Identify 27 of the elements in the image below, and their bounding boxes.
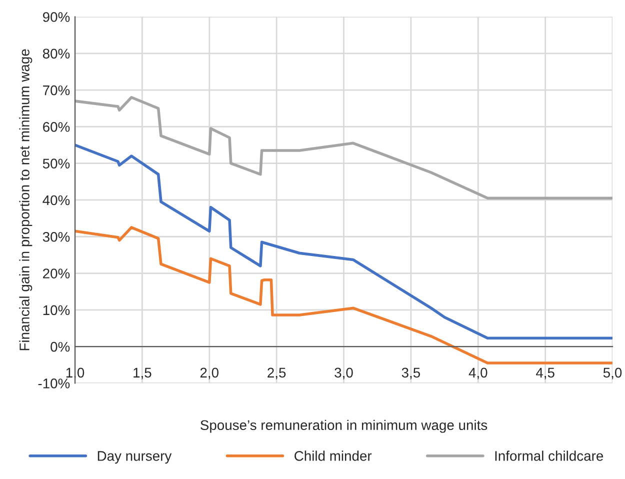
x-tick-label: 3,0 xyxy=(334,368,353,380)
legend-label: Child minder xyxy=(294,450,372,461)
legend-label: Day nursery xyxy=(98,451,172,464)
line-series xyxy=(75,226,612,364)
x-tick-label: 5,0 xyxy=(603,368,622,380)
y-tick-label: 0% xyxy=(50,342,70,352)
y-tick-label: 70% xyxy=(43,85,70,96)
y-tick-label: 10% xyxy=(43,305,70,316)
y-tick-label: 20% xyxy=(43,268,70,278)
y-tick-label: 50% xyxy=(42,158,70,169)
y-axis-title: Financial gain in proportion to net minimum wage xyxy=(19,49,32,350)
y-tick-label: 30% xyxy=(42,232,70,242)
x-tick-label: 4,5 xyxy=(536,368,554,380)
legend-label: Informal childcare xyxy=(495,450,604,461)
x-axis-title: Spouse’s remuneration in minimum wage units xyxy=(200,420,488,433)
y-tick-label: 60% xyxy=(43,122,70,132)
y-tick-label: 80% xyxy=(42,48,70,59)
x-tick-label: 2,5 xyxy=(268,368,286,380)
x-tick-label: 4,0 xyxy=(468,368,488,380)
y-tick-label: -10% xyxy=(38,378,70,388)
x-tick-label: 2,0 xyxy=(200,368,218,380)
line-series xyxy=(75,144,612,340)
y-tick-label: 90% xyxy=(42,12,70,22)
y-tick-label: 40% xyxy=(42,195,70,206)
line-series xyxy=(75,96,612,200)
x-tick-label: 1,5 xyxy=(134,368,152,380)
x-tick-label: 3,5 xyxy=(402,368,420,380)
